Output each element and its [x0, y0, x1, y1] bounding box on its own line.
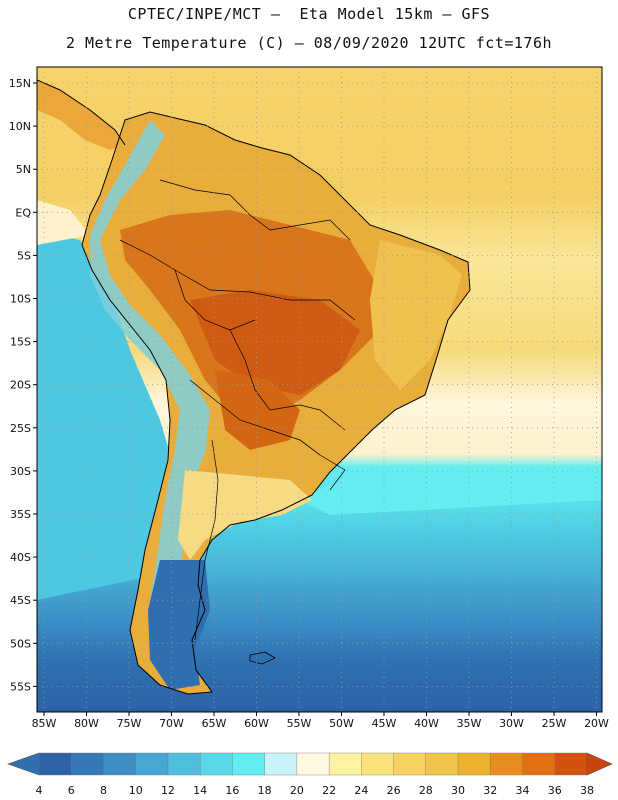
falkland-islands — [249, 651, 276, 665]
lon-label: 75W — [117, 717, 142, 730]
lat-label: 10S — [10, 293, 31, 306]
colorbar-swatch — [296, 752, 330, 776]
pacific-cool-region — [37, 230, 180, 600]
lat-label: 45S — [10, 594, 31, 607]
colorbar-swatch — [135, 752, 169, 776]
colorbar-label: 28 — [419, 784, 433, 797]
colorbar-label: 6 — [68, 784, 75, 797]
title-line-2: 2 Metre Temperature (C) – 08/09/2020 12U… — [65, 34, 553, 52]
lon-label: 25W — [542, 717, 567, 730]
colorbar-label: 12 — [161, 784, 175, 797]
northeast-brazil — [370, 240, 462, 390]
colorbar-label: 20 — [290, 784, 304, 797]
lon-label: 65W — [202, 717, 227, 730]
pacific-warm-region — [37, 200, 90, 245]
chaco-hot — [215, 370, 300, 450]
colorbar-swatch — [199, 752, 233, 776]
colorbar-swatch — [522, 752, 556, 776]
colorbar-label: 26 — [387, 784, 401, 797]
title-line-1: CPTEC/INPE/MCT – Eta Model 15km – GFS — [127, 5, 491, 23]
lon-label: 30W — [499, 717, 524, 730]
lat-label: 40S — [10, 551, 31, 564]
lon-label: 20W — [584, 717, 609, 730]
colorbar-label: 10 — [129, 784, 143, 797]
lon-label: 70W — [159, 717, 184, 730]
lon-label: 35W — [457, 717, 482, 730]
colorbar-swatch — [232, 752, 266, 776]
colorbar-label: 22 — [322, 784, 336, 797]
lat-label: 15S — [10, 336, 31, 349]
colorbar-swatch — [264, 752, 298, 776]
lat-label: 50S — [10, 637, 31, 650]
lon-label: 50W — [329, 717, 354, 730]
colorbar: 4 6 8 10 12 14 16 18 20 22 24 26 28 30 32 34 36 38 — [7, 752, 613, 797]
colorbar-swatch — [38, 752, 72, 776]
colorbar-label: 30 — [451, 784, 465, 797]
colorbar-swatch — [361, 752, 395, 776]
temperature-map: 15N 10N 5N EQ 5S 10S 15S 20S 25S 30S 35S 40S 45S 50S 5… — [9, 66, 609, 730]
colorbar-label: 14 — [193, 784, 207, 797]
lat-label: 5S — [17, 249, 31, 262]
central-brazil-hot — [190, 290, 360, 395]
lon-label: 80W — [74, 717, 99, 730]
lat-label: 30S — [10, 465, 31, 478]
colorbar-high-arrow — [586, 752, 613, 776]
lat-label: 55S — [10, 680, 31, 693]
colorbar-swatch — [425, 752, 459, 776]
lon-label: 55W — [287, 717, 312, 730]
colorbar-swatch — [103, 752, 137, 776]
map-frame — [36, 66, 603, 713]
colorbar-label: 4 — [36, 784, 43, 797]
lon-label: 60W — [244, 717, 269, 730]
lat-label: 10N — [9, 120, 31, 133]
latitude-grid: 15N 10N 5N EQ 5S 10S 15S 20S 25S 30S 35S 40S 45S 50S 5… — [9, 77, 602, 693]
lon-label: 85W — [32, 717, 57, 730]
colorbar-swatch — [328, 752, 362, 776]
colorbar-label: 16 — [225, 784, 239, 797]
lon-label: 45W — [372, 717, 397, 730]
colorbar-swatch — [457, 752, 491, 776]
colorbar-label: 32 — [483, 784, 497, 797]
colorbar-label: 38 — [580, 784, 594, 797]
lat-label: 25S — [10, 422, 31, 435]
colorbar-swatch — [393, 752, 427, 776]
colorbar-low-arrow — [7, 752, 40, 776]
lat-label: 35S — [10, 508, 31, 521]
atlantic-cyan-band — [300, 470, 602, 515]
colorbar-label: 8 — [100, 784, 107, 797]
lat-label: 15N — [9, 77, 31, 90]
lon-label: 40W — [414, 717, 439, 730]
coastlines — [37, 79, 471, 695]
longitude-grid: 85W 80W 75W 70W 65W 60W 55W 50W 45W 40W 35W 30W 25W 2… — [32, 67, 609, 730]
colorbar-swatch — [490, 752, 524, 776]
colorbar-label: 24 — [354, 784, 368, 797]
colorbar-swatch — [71, 752, 104, 776]
lat-label: 20S — [10, 379, 31, 392]
lat-label: 5N — [16, 163, 31, 176]
lat-label: EQ — [15, 206, 31, 219]
colorbar-label: 36 — [548, 784, 562, 797]
central-america — [37, 80, 125, 150]
colorbar-swatch — [554, 752, 588, 776]
country-borders — [119, 179, 356, 641]
colorbar-label: 18 — [258, 784, 272, 797]
central-argentina — [178, 470, 312, 560]
colorbar-label: 34 — [516, 784, 530, 797]
colorbar-swatch — [167, 752, 201, 776]
